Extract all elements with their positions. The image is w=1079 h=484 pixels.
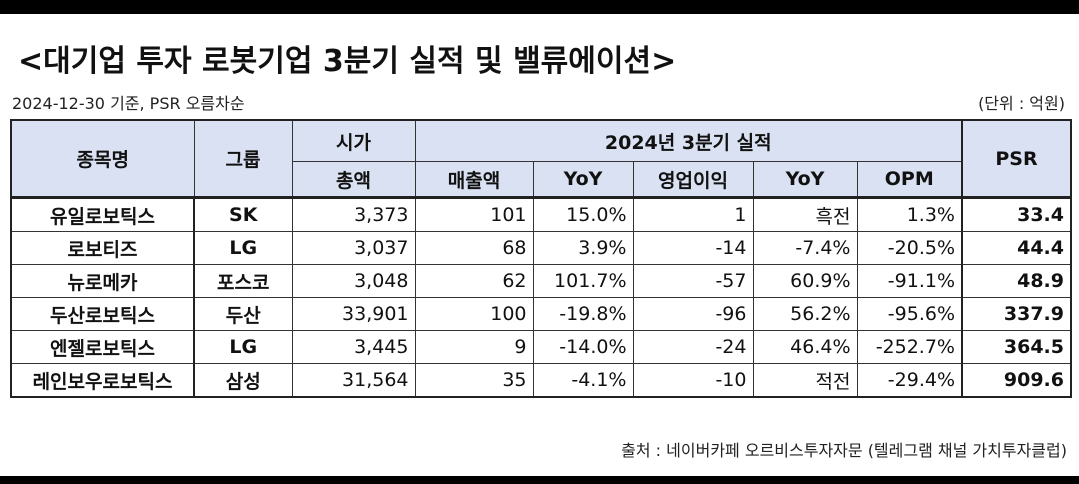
cell-sales-yoy: 101.7% [532, 264, 634, 298]
cell-sales-yoy: -14.0% [532, 330, 634, 364]
cell-group: LG [193, 330, 293, 364]
cell-opm: -91.1% [856, 264, 963, 298]
cell-opm: -29.4% [856, 363, 963, 398]
table-row: 로보티즈 LG 3,037 68 3.9% -14 -7.4% -20.5% 4… [10, 231, 1072, 265]
cell-group: 두산 [193, 297, 293, 331]
cell-name: 유일로보틱스 [10, 197, 195, 232]
cell-mcap: 3,048 [291, 264, 416, 298]
cell-op: -14 [632, 231, 754, 265]
cell-opm: 1.3% [856, 197, 963, 232]
cell-op: -57 [632, 264, 754, 298]
header-operating-profit: 영업이익 [632, 161, 754, 198]
cell-sales: 62 [414, 264, 534, 298]
top-border-bar [0, 0, 1079, 14]
cell-opm: -20.5% [856, 231, 963, 265]
cell-group: 삼성 [193, 363, 293, 398]
header-sales-yoy: YoY [532, 161, 634, 198]
cell-psr: 33.4 [961, 197, 1072, 232]
cell-op-yoy: 흑전 [752, 197, 858, 232]
cell-psr: 337.9 [961, 297, 1072, 331]
header-name: 종목명 [10, 119, 195, 198]
earnings-valuation-table: 종목명 그룹 시가 2024년 3분기 실적 PSR 총액 매출액 YoY 영업… [10, 119, 1072, 398]
cell-psr: 44.4 [961, 231, 1072, 265]
document-title: <대기업 투자 로봇기업 3분기 실적 및 밸류에이션> [18, 44, 677, 79]
cell-mcap: 3,037 [291, 231, 416, 265]
cell-op-yoy: 적전 [752, 363, 858, 398]
cell-sales: 68 [414, 231, 534, 265]
header-sales: 매출액 [414, 161, 534, 198]
cell-psr: 48.9 [961, 264, 1072, 298]
cell-group: 포스코 [193, 264, 293, 298]
cell-op-yoy: 56.2% [752, 297, 858, 331]
cell-psr: 909.6 [961, 363, 1072, 398]
bottom-border-bar [0, 476, 1079, 484]
cell-op: -10 [632, 363, 754, 398]
cell-opm: -252.7% [856, 330, 963, 364]
cell-mcap: 3,373 [291, 197, 416, 232]
cell-name: 뉴로메카 [10, 264, 195, 298]
cell-sales-yoy: -4.1% [532, 363, 634, 398]
cell-group: SK [193, 197, 293, 232]
header-period: 2024년 3분기 실적 [414, 119, 963, 162]
cell-sales-yoy: -19.8% [532, 297, 634, 331]
table-row: 뉴로메카 포스코 3,048 62 101.7% -57 60.9% -91.1… [10, 264, 1072, 298]
cell-sales: 9 [414, 330, 534, 364]
unit-note: (단위 : 억원) [978, 94, 1065, 113]
cell-op: -96 [632, 297, 754, 331]
cell-sales-yoy: 15.0% [532, 197, 634, 232]
cell-sales-yoy: 3.9% [532, 231, 634, 265]
table-row: 유일로보틱스 SK 3,373 101 15.0% 1 흑전 1.3% 33.4 [10, 197, 1072, 232]
header-mcap-line2: 총액 [291, 161, 416, 198]
header-opm: OPM [856, 161, 963, 198]
cell-op-yoy: 60.9% [752, 264, 858, 298]
cell-name: 엔젤로보틱스 [10, 330, 195, 364]
table-row: 레인보우로보틱스 삼성 31,564 35 -4.1% -10 적전 -29.4… [10, 363, 1072, 398]
cell-opm: -95.6% [856, 297, 963, 331]
cell-psr: 364.5 [961, 330, 1072, 364]
header-mcap-line1: 시가 [291, 119, 416, 162]
cell-sales: 101 [414, 197, 534, 232]
cell-op-yoy: -7.4% [752, 231, 858, 265]
header-group: 그룹 [193, 119, 293, 198]
cell-op: 1 [632, 197, 754, 232]
cell-name: 두산로보틱스 [10, 297, 195, 331]
table-header: 종목명 그룹 시가 2024년 3분기 실적 PSR 총액 매출액 YoY 영업… [10, 119, 1072, 198]
cell-op: -24 [632, 330, 754, 364]
cell-sales: 100 [414, 297, 534, 331]
cell-name: 레인보우로보틱스 [10, 363, 195, 398]
cell-mcap: 33,901 [291, 297, 416, 331]
source-note: 출처 : 네이버카페 오르비스투자자문 (텔레그램 채널 가치투자클럽) [621, 441, 1067, 460]
cell-sales: 35 [414, 363, 534, 398]
table-row: 엔젤로보틱스 LG 3,445 9 -14.0% -24 46.4% -252.… [10, 330, 1072, 364]
cell-mcap: 31,564 [291, 363, 416, 398]
table-row: 두산로보틱스 두산 33,901 100 -19.8% -96 56.2% -9… [10, 297, 1072, 331]
cell-name: 로보티즈 [10, 231, 195, 265]
date-sort-note: 2024-12-30 기준, PSR 오름차순 [12, 94, 245, 113]
cell-mcap: 3,445 [291, 330, 416, 364]
header-op-yoy: YoY [752, 161, 858, 198]
header-psr: PSR [961, 119, 1072, 198]
cell-op-yoy: 46.4% [752, 330, 858, 364]
cell-group: LG [193, 231, 293, 265]
